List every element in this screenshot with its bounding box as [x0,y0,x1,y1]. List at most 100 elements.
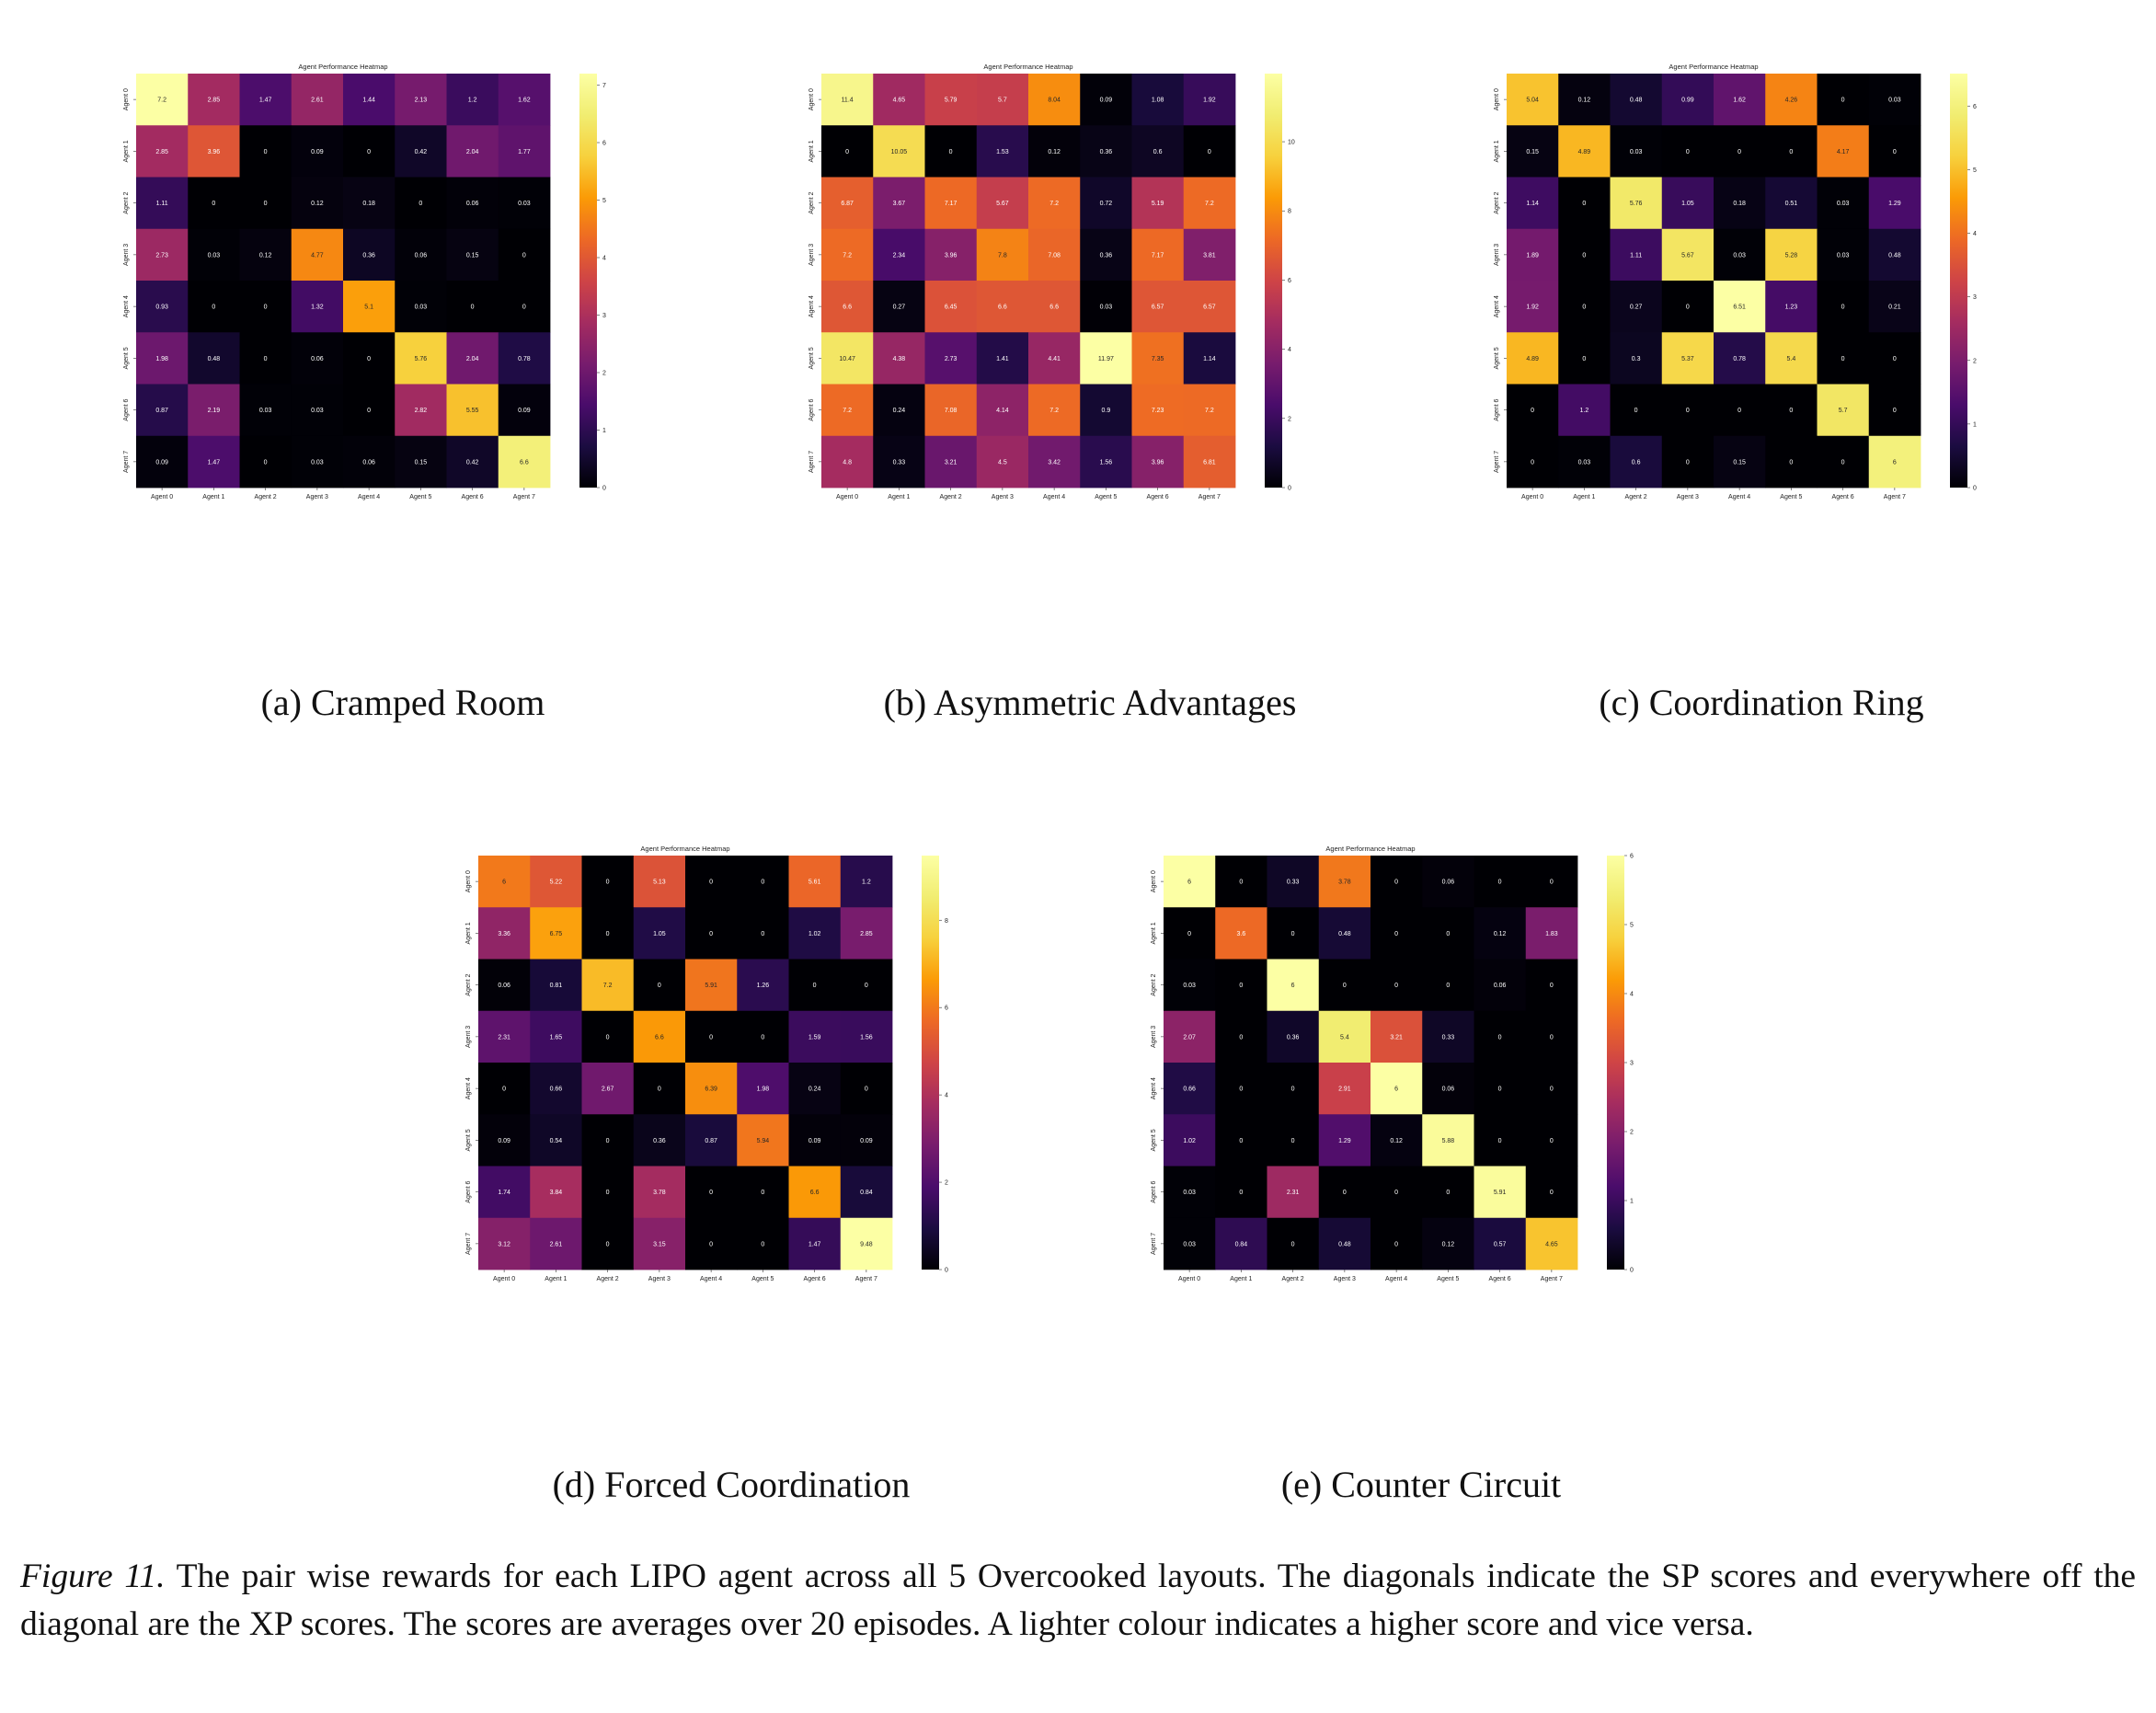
heatmap-cell [873,125,925,178]
cell-label: 0 [1446,1190,1450,1196]
heatmap-cell [1267,1010,1320,1063]
x-tick-label: Agent 6 [804,1276,826,1282]
heatmap-chart: Agent Performance Heatmap 6 5.22 0 5.13 0 0 5.6… [465,845,948,1282]
heatmap-cell [530,1010,582,1063]
heatmap-cell [1558,74,1611,126]
cell-label: 0 [606,1138,610,1144]
heatmap-cell [633,1217,686,1270]
cell-label: 4.38 [893,356,906,362]
cell-label: 1.53 [996,149,1009,155]
heatmap-cell [136,74,189,126]
heatmap-cell [498,332,551,385]
colorbar-tick-label: 8 [1288,209,1291,215]
y-tick-label: Agent 2 [465,973,472,995]
cell-label: 1.14 [1526,201,1539,207]
cell-label: 0 [709,879,713,886]
cell-label: 0.48 [208,356,221,362]
cell-label: 7.2 [1049,408,1059,414]
cell-label: 0.36 [362,252,375,259]
cell-label: 0 [1394,879,1398,886]
heatmap-cell [1422,1166,1474,1219]
cell-label: 0.03 [1578,459,1591,466]
heatmap-cell [395,228,447,282]
cell-label: 0 [1239,1190,1243,1196]
heatmap-cell [343,281,396,333]
cell-label: 1.14 [1203,356,1216,362]
y-tick-label: Agent 1 [123,140,130,162]
heatmap-cell [1525,1217,1578,1270]
cell-label: 5.22 [550,879,563,886]
cell-label: 5.19 [1152,201,1164,207]
cell-label: 2.31 [1287,1190,1300,1196]
heatmap-cell [1267,1063,1320,1115]
cell-label: 0.42 [415,149,428,155]
cell-label: 3.15 [653,1241,666,1247]
heatmap-cell [1817,281,1870,333]
heatmap-chart: Agent Performance Heatmap 5.04 0.12 0.48 0.9… [1494,63,1977,500]
heatmap-cell [1507,228,1559,282]
cell-label: 0 [1550,879,1554,886]
cell-label: 1.2 [468,98,477,104]
heatmap-cell [1080,384,1132,437]
heatmap-cell [788,1217,842,1270]
cell-label: 0.87 [705,1138,717,1144]
cell-label: 0 [1291,931,1295,937]
x-tick-label: Agent 2 [940,494,962,500]
heatmap-cell [581,907,635,960]
heatmap-cell [1474,1114,1527,1167]
x-tick-label: Agent 6 [1147,494,1169,500]
cell-label: 1.74 [498,1190,510,1196]
cell-label: 0 [1686,408,1690,414]
heatmap-cell [1215,856,1267,908]
heatmap-cell [136,435,189,489]
heatmap-cell [1370,856,1423,908]
cell-label: 1.62 [1733,98,1746,104]
heatmap-cell [343,384,396,437]
heatmap-cell [1817,125,1870,178]
cell-label: 2.61 [550,1241,563,1247]
y-tick-label: Agent 3 [465,1026,472,1048]
heatmap-cell [1525,1166,1578,1219]
cell-label: 7.17 [1152,252,1164,259]
y-tick-label: Agent 0 [123,88,130,110]
cell-label: 6.39 [705,1086,717,1093]
heatmap-cell [1183,125,1236,178]
heatmap-cell [1610,332,1663,385]
cell-label: 7.17 [945,201,958,207]
heatmap-cell [821,332,874,385]
cell-label: 0 [212,305,215,311]
heatmap-cell [685,1217,738,1270]
cell-label: 0.18 [1733,201,1746,207]
cell-label: 0.33 [1442,1034,1455,1040]
heatmap-cell [924,281,978,333]
cell-label: 0 [1343,983,1347,989]
cell-label: 0 [522,252,526,259]
cell-label: 0 [1208,149,1211,155]
x-tick-label: Agent 3 [992,494,1014,500]
cell-label: 2.82 [415,408,428,414]
heatmap-cell [924,228,978,282]
cell-label: 8.04 [1048,98,1061,104]
cell-label: 0 [1550,1138,1554,1144]
cell-label: 9.48 [860,1241,873,1247]
x-tick-label: Agent 1 [888,494,910,500]
cell-label: 0 [1789,408,1793,414]
x-tick-label: Agent 2 [255,494,277,500]
cell-label: 6.57 [1203,305,1216,311]
cell-label: 0 [658,983,661,989]
heatmap-cell [1164,1114,1216,1167]
cell-label: 1.2 [862,879,871,886]
y-tick-label: Agent 6 [808,398,815,420]
cell-label: 1.29 [1888,201,1901,207]
heatmap-cell [737,1114,789,1167]
heatmap-cell [1370,1217,1423,1270]
heatmap-cell [478,959,531,1012]
colorbar [579,74,597,488]
heatmap-cell [343,228,396,282]
heatmap-cell [685,856,738,908]
heatmap-cell [1661,74,1714,126]
heatmap-cell [976,177,1029,230]
heatmap-cell [840,959,893,1012]
cell-label: 0.27 [893,305,906,311]
heatmap-cell [840,1010,893,1063]
